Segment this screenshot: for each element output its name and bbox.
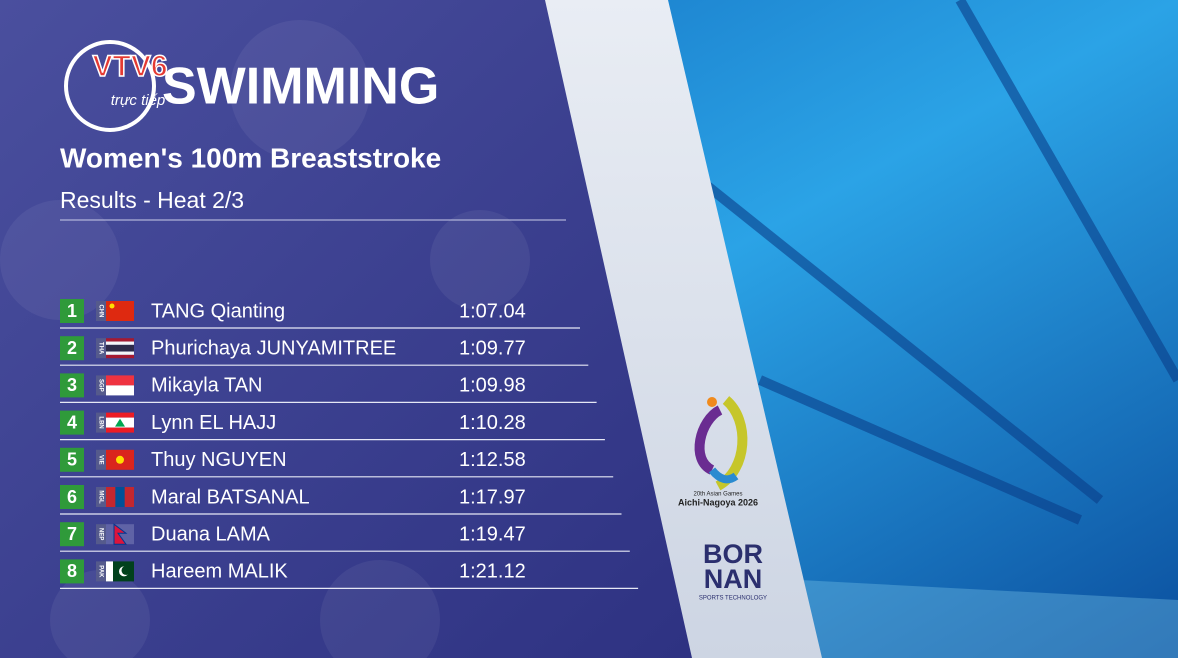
country-code-strip [96, 524, 106, 545]
results-table: 1 CHN TANG Qianting 1:07.04 2 THA Phurichaya J… [60, 299, 639, 590]
result-time: 1:12.58 [459, 449, 526, 471]
rank-box [60, 336, 84, 361]
athlete-name: Mikayla TAN [151, 375, 263, 397]
flag [106, 341, 134, 345]
rank: 5 [67, 450, 77, 470]
country-code: SGP [97, 379, 103, 392]
result-time: 1:09.77 [459, 337, 526, 359]
result-time: 1:09.98 [459, 375, 526, 397]
channel-logo: VTV6 [92, 50, 167, 83]
panel-pattern [0, 20, 530, 658]
flag [106, 351, 134, 355]
country-code-strip [96, 375, 106, 396]
flag [106, 354, 134, 359]
athlete-name: Phurichaya JUNYAMITREE [151, 337, 396, 359]
athlete-name: Maral BATSANAL [151, 486, 310, 508]
athlete-name: Duana LAMA [151, 523, 271, 545]
result-time: 1:07.04 [459, 300, 526, 322]
country-code-strip [96, 412, 106, 433]
rank-box [60, 299, 84, 323]
rank-box [60, 373, 84, 398]
flag [106, 375, 134, 386]
country-code: VIE [97, 455, 103, 465]
athlete-name: Lynn EL HAJJ [151, 412, 276, 434]
flag [106, 412, 134, 418]
rank: 3 [67, 375, 77, 395]
country-code-strip [96, 449, 106, 470]
flag [115, 418, 125, 427]
country-code-strip [96, 301, 106, 321]
event-title: Women's 100m Breaststroke [60, 142, 441, 173]
brand-top: BOR [703, 539, 763, 569]
result-time: 1:10.28 [459, 412, 526, 434]
brand-bottom: NAN [704, 564, 763, 594]
flag [121, 565, 131, 575]
flag [106, 561, 113, 582]
rank: 2 [67, 338, 77, 358]
rank: 1 [67, 301, 77, 321]
flag [116, 455, 124, 464]
left-panel [0, 0, 692, 658]
rank: 4 [67, 412, 77, 432]
stage-title: Results - Heat 2/3 [60, 187, 244, 213]
flag [106, 385, 134, 396]
country-code: MGL [97, 490, 103, 504]
country-code: CHN [97, 305, 103, 318]
result-time: 1:19.47 [459, 523, 526, 545]
brand-tagline: SPORTS TECHNOLOGY [699, 596, 767, 602]
athlete-name: Thuy NGUYEN [151, 449, 287, 471]
country-code: THA [97, 342, 103, 355]
rank: 8 [67, 561, 77, 581]
athlete-name: Hareem MALIK [151, 561, 288, 583]
rank-box [60, 559, 84, 584]
rank-box [60, 485, 84, 509]
games-name: 20th Asian Games [693, 492, 742, 498]
country-code-strip [96, 338, 106, 359]
country-code: NEP [97, 528, 103, 540]
flag [106, 301, 134, 321]
country-code-strip [96, 487, 106, 507]
result-time: 1:21.12 [459, 561, 526, 583]
rank-box [60, 410, 84, 435]
lane-ropes [696, 0, 1178, 525]
rank: 6 [67, 487, 77, 507]
result-time: 1:17.97 [459, 486, 526, 508]
country-code-strip [96, 561, 106, 582]
flag [106, 487, 116, 507]
country-code: PAK [97, 565, 103, 578]
channel-logo-ring [64, 40, 156, 132]
flag [124, 487, 134, 507]
flag [113, 523, 128, 545]
live-label: trực tiếp [111, 92, 166, 109]
flag [106, 344, 134, 352]
games-logo [694, 396, 748, 491]
flag [109, 303, 115, 309]
rank-box [60, 522, 84, 547]
sport-title: SWIMMING [162, 58, 439, 116]
games-venue: Aichi-Nagoya 2026 [678, 497, 758, 507]
country-code: LBN [97, 416, 103, 428]
rank: 7 [67, 524, 77, 544]
flag [106, 338, 134, 342]
flag [106, 524, 134, 545]
rank-box [60, 447, 84, 472]
athlete-name: TANG Qianting [151, 300, 285, 322]
light-band [540, 0, 822, 658]
flag [106, 427, 134, 433]
